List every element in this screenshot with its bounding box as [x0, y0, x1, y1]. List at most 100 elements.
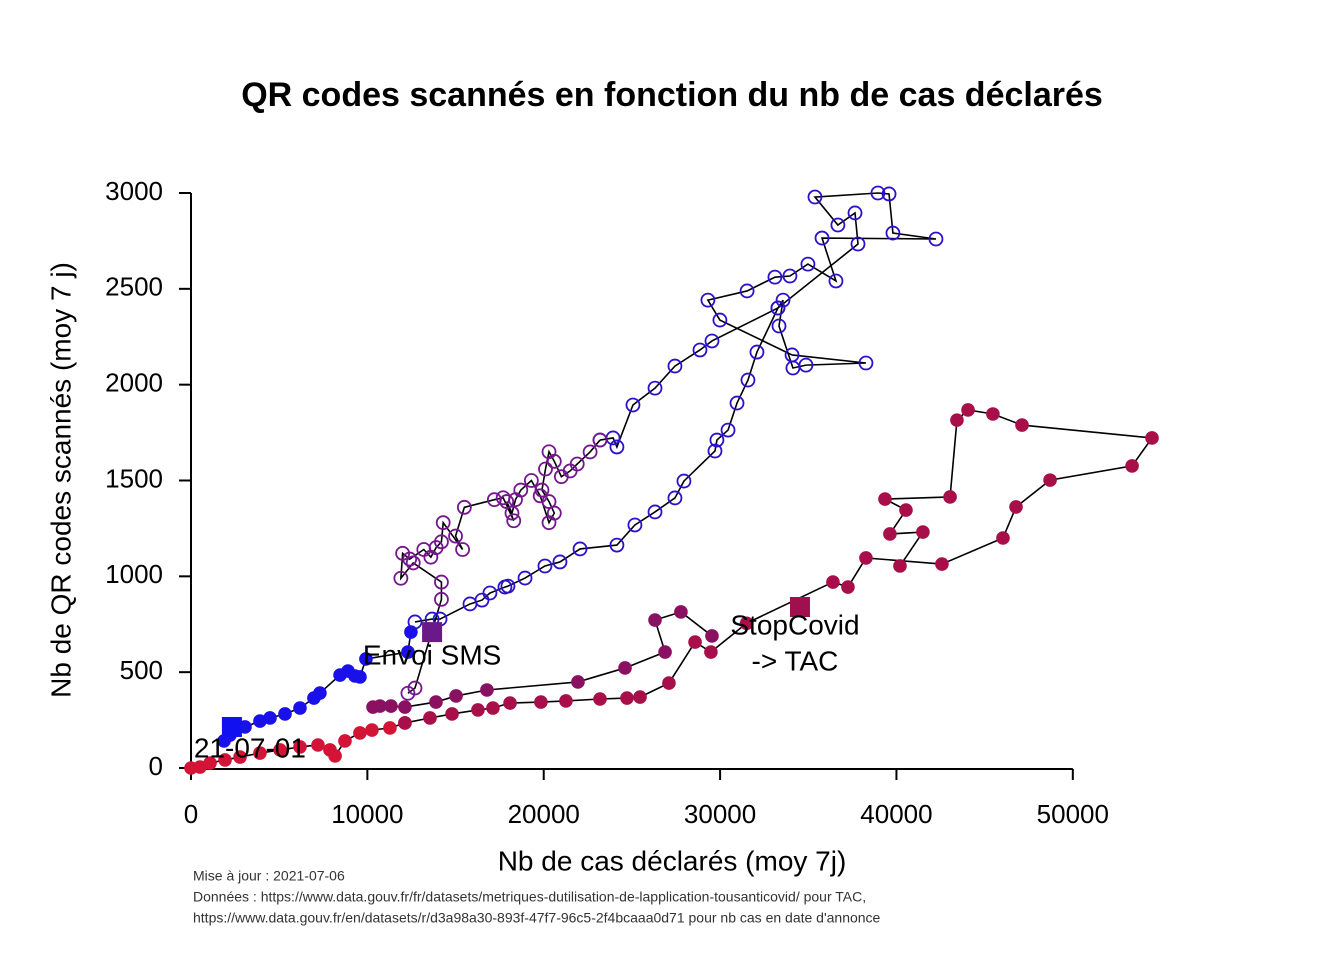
data-point — [667, 490, 683, 506]
data-point — [434, 591, 449, 607]
data-point — [398, 700, 412, 714]
data-point — [858, 355, 874, 371]
data-point — [359, 652, 373, 666]
data-point — [338, 734, 352, 748]
data-point — [416, 542, 432, 557]
data-point — [383, 721, 397, 735]
y-tick-label: 1000 — [105, 559, 163, 589]
data-point — [523, 473, 539, 488]
data-point — [1145, 431, 1159, 445]
data-point — [883, 527, 897, 541]
y-tick-label: 2000 — [105, 368, 163, 398]
data-point — [471, 703, 485, 717]
data-point — [705, 629, 719, 643]
x-tick-label: 20000 — [508, 799, 580, 829]
data-point — [770, 300, 786, 316]
data-point — [395, 545, 411, 561]
data-point — [582, 444, 598, 460]
data-point — [739, 283, 755, 299]
data-point — [311, 738, 325, 752]
data-point — [709, 432, 725, 448]
data-point — [398, 716, 412, 730]
data-point — [633, 690, 647, 704]
data-point — [328, 749, 342, 763]
data-point — [916, 525, 930, 539]
series-line — [399, 439, 601, 694]
data-point — [814, 230, 830, 246]
data-point — [534, 695, 548, 709]
series-line — [404, 409, 1154, 724]
data-point — [620, 691, 634, 705]
data-point — [401, 645, 415, 659]
data-point — [707, 443, 723, 459]
data-point — [538, 461, 553, 477]
data-point — [517, 570, 533, 586]
footnote: Données : https://www.data.gouv.fr/fr/da… — [193, 889, 866, 905]
data-point — [495, 490, 511, 506]
data-point — [393, 570, 409, 586]
chart-title: QR codes scannés en fonction du nb de ca… — [241, 76, 1103, 114]
data-point — [278, 707, 292, 721]
data-point — [784, 347, 800, 363]
data-point — [203, 756, 217, 770]
data-point — [429, 695, 443, 709]
data-point — [798, 357, 814, 373]
data-point — [455, 542, 470, 557]
data-point — [986, 407, 1000, 421]
data-point — [625, 397, 641, 413]
data-point — [609, 439, 625, 455]
data-point — [217, 734, 231, 748]
data-point — [676, 473, 692, 489]
data-point — [541, 515, 557, 531]
data-point — [928, 231, 944, 247]
data-point — [740, 372, 756, 388]
x-tick-label: 50000 — [1037, 799, 1109, 829]
data-point — [647, 380, 663, 396]
data-point — [847, 205, 863, 221]
data-point — [881, 186, 897, 202]
data-point — [233, 750, 247, 764]
data-point — [541, 444, 557, 460]
x-tick-label: 10000 — [331, 799, 403, 829]
data-point — [407, 614, 423, 630]
data-point — [893, 559, 907, 573]
data-point — [627, 517, 643, 533]
data-point — [293, 701, 307, 715]
data-point — [800, 256, 816, 272]
marker-label: 21-07-01 — [194, 732, 306, 763]
data-point — [692, 342, 708, 358]
data-point — [253, 746, 267, 760]
y-tick-label: 500 — [120, 655, 163, 685]
data-point — [648, 613, 662, 627]
data-point — [532, 488, 548, 504]
series-line — [414, 192, 937, 623]
data-point — [486, 492, 502, 508]
data-point — [434, 574, 449, 590]
marker-label: -> TAC — [752, 645, 839, 676]
data-point — [537, 558, 553, 574]
y-tick-label: 0 — [149, 751, 163, 781]
data-point — [749, 344, 765, 360]
x-tick-label: 40000 — [860, 799, 932, 829]
data-point — [592, 432, 608, 448]
data-point — [273, 743, 287, 757]
data-point — [658, 645, 672, 659]
data-point — [449, 689, 463, 703]
data-point — [870, 185, 886, 201]
data-point — [365, 723, 379, 737]
y-tick-label: 3000 — [105, 176, 163, 206]
data-point — [218, 753, 232, 767]
data-point — [996, 531, 1010, 545]
data-point — [674, 605, 688, 619]
y-axis-label: Nb de QR codes scannés (moy 7 j) — [45, 262, 76, 698]
data-point — [307, 691, 321, 705]
data-point — [500, 578, 516, 594]
data-point — [1009, 500, 1023, 514]
data-point — [400, 685, 416, 701]
x-tick-label: 0 — [184, 799, 198, 829]
data-point — [782, 268, 798, 284]
data-point — [559, 694, 573, 708]
data-point — [775, 292, 791, 308]
data-point — [506, 513, 522, 529]
highlight-marker — [789, 597, 810, 617]
